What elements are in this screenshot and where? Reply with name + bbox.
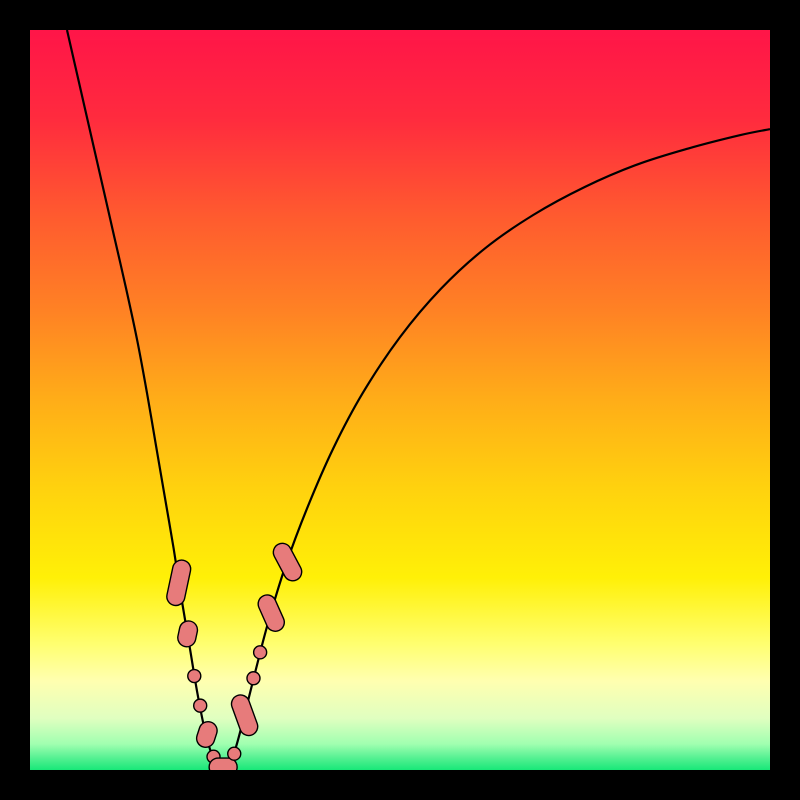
marker-point (247, 672, 260, 685)
marker-point (254, 646, 267, 659)
chart-area (30, 30, 770, 770)
frame-top (0, 0, 800, 30)
bottleneck-curve-chart (30, 30, 770, 770)
marker-point (188, 670, 201, 683)
chart-background (30, 30, 770, 770)
marker-point (228, 747, 241, 760)
marker-point (194, 699, 207, 712)
frame-left (0, 0, 30, 800)
frame-right (770, 0, 800, 800)
frame-bottom (0, 770, 800, 800)
